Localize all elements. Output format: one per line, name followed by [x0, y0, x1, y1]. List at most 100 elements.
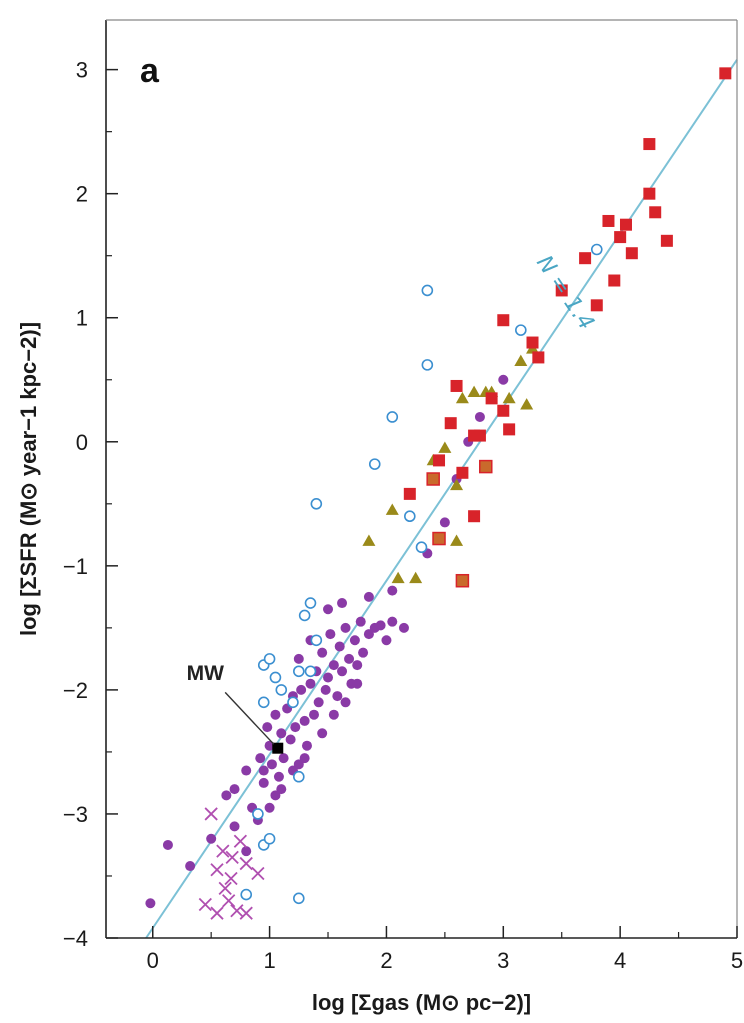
- x-tick-label: 5: [731, 948, 743, 973]
- filled-circle-point: [332, 691, 343, 702]
- open-circle-point: [293, 892, 305, 905]
- square-point: [590, 299, 603, 312]
- filled-circle-point: [221, 790, 232, 801]
- cross-point: [239, 856, 253, 871]
- triangle-point: [450, 478, 464, 491]
- filled-circle-point: [498, 374, 509, 385]
- mw-label: MW: [187, 662, 224, 685]
- triangle-point: [502, 391, 516, 404]
- filled-circle-point: [241, 846, 252, 857]
- open-circle-point: [304, 597, 317, 609]
- square-point: [602, 214, 615, 227]
- filled-circle-point: [352, 678, 363, 689]
- panel-label: a: [140, 52, 160, 90]
- filled-circle-point: [264, 802, 275, 813]
- triangle-point: [438, 441, 452, 453]
- open-circle-point: [310, 634, 323, 647]
- filled-circle-point: [334, 641, 345, 652]
- filled-circle-point: [206, 833, 217, 844]
- filled-circle-point: [229, 821, 240, 832]
- filled-circle-point: [258, 777, 269, 788]
- square-point: [456, 466, 469, 479]
- cross-point: [218, 881, 232, 896]
- y-tick-label: −3: [63, 802, 88, 827]
- filled-circle-point: [266, 759, 277, 770]
- filled-circle-point: [290, 722, 301, 733]
- square-point: [503, 423, 516, 436]
- filled-circle-point: [258, 765, 269, 776]
- triangle-point: [467, 385, 481, 398]
- square-point: [403, 487, 416, 500]
- filled-circle-point: [340, 622, 351, 633]
- x-tick-label: 0: [147, 948, 159, 973]
- filled-circle-point: [308, 709, 319, 720]
- filled-circle-point: [337, 666, 348, 677]
- filled-circle-point: [296, 684, 307, 695]
- open-circle-point: [293, 665, 305, 678]
- triangle-point: [455, 391, 469, 404]
- open-circle-point: [304, 665, 317, 678]
- open-circle-point: [298, 609, 311, 622]
- filled-circle-point: [355, 616, 366, 627]
- filled-circle-point: [270, 790, 281, 801]
- filled-circle-point: [398, 622, 409, 633]
- open-circle-point: [287, 696, 299, 709]
- mw-marker: [272, 742, 284, 754]
- square-orange-point: [455, 573, 470, 588]
- cross-point: [224, 871, 238, 886]
- square-orange-point: [432, 531, 446, 546]
- filled-circle-point: [352, 660, 363, 671]
- square-point: [497, 314, 510, 327]
- x-tick-label: 1: [263, 948, 275, 973]
- filled-circle-point: [344, 653, 355, 664]
- x-tick-label: 4: [614, 948, 626, 973]
- filled-circle-point: [381, 635, 392, 646]
- filled-circle-point: [229, 784, 240, 795]
- square-point: [608, 274, 621, 287]
- square-point: [719, 67, 732, 80]
- filled-circle-point: [317, 728, 328, 739]
- y-tick-label: −2: [63, 678, 88, 703]
- cross-point: [210, 906, 224, 920]
- y-tick-label: 1: [76, 306, 88, 331]
- square-point: [579, 252, 592, 265]
- square-point: [660, 234, 673, 247]
- open-circle-point: [252, 808, 264, 820]
- filled-circle-point: [349, 635, 360, 646]
- filled-circle-point: [328, 709, 339, 720]
- square-point: [450, 379, 463, 392]
- x-tick-label: 3: [497, 948, 509, 973]
- y-tick-label: 2: [76, 182, 88, 207]
- filled-circle-point: [375, 620, 386, 631]
- filled-circle-point: [273, 771, 284, 782]
- filled-circle-point: [328, 660, 339, 671]
- open-circle-point: [240, 888, 253, 901]
- cross-point: [230, 904, 244, 918]
- filled-circle-point: [270, 709, 281, 720]
- triangle-point: [409, 571, 423, 584]
- x-tick-label: 2: [380, 948, 392, 973]
- cross-point: [239, 906, 253, 920]
- open-circle-point: [275, 684, 288, 696]
- y-tick-label: 0: [76, 430, 88, 455]
- triangle-point: [362, 534, 376, 546]
- square-point: [649, 206, 662, 219]
- square-point: [643, 138, 656, 151]
- open-circle-point: [293, 770, 305, 783]
- y-tick-label: −4: [63, 926, 88, 951]
- filled-circle-point: [363, 591, 374, 602]
- y-tick-label: 3: [76, 58, 88, 83]
- filled-circle-point: [241, 765, 252, 776]
- fit-line: [145, 59, 738, 939]
- square-point: [444, 417, 457, 430]
- cross-point: [216, 844, 230, 858]
- open-circle-point: [263, 832, 276, 845]
- square-orange-point: [479, 459, 493, 474]
- filled-circle-point: [387, 585, 398, 596]
- filled-circle-point: [323, 604, 334, 615]
- mw-leader-line: [224, 691, 275, 745]
- cross-point: [198, 897, 212, 912]
- square-point: [532, 351, 545, 364]
- x-axis-title: log [Σgas (M⊙ pc−2)]: [312, 990, 531, 1015]
- square-point: [526, 336, 539, 349]
